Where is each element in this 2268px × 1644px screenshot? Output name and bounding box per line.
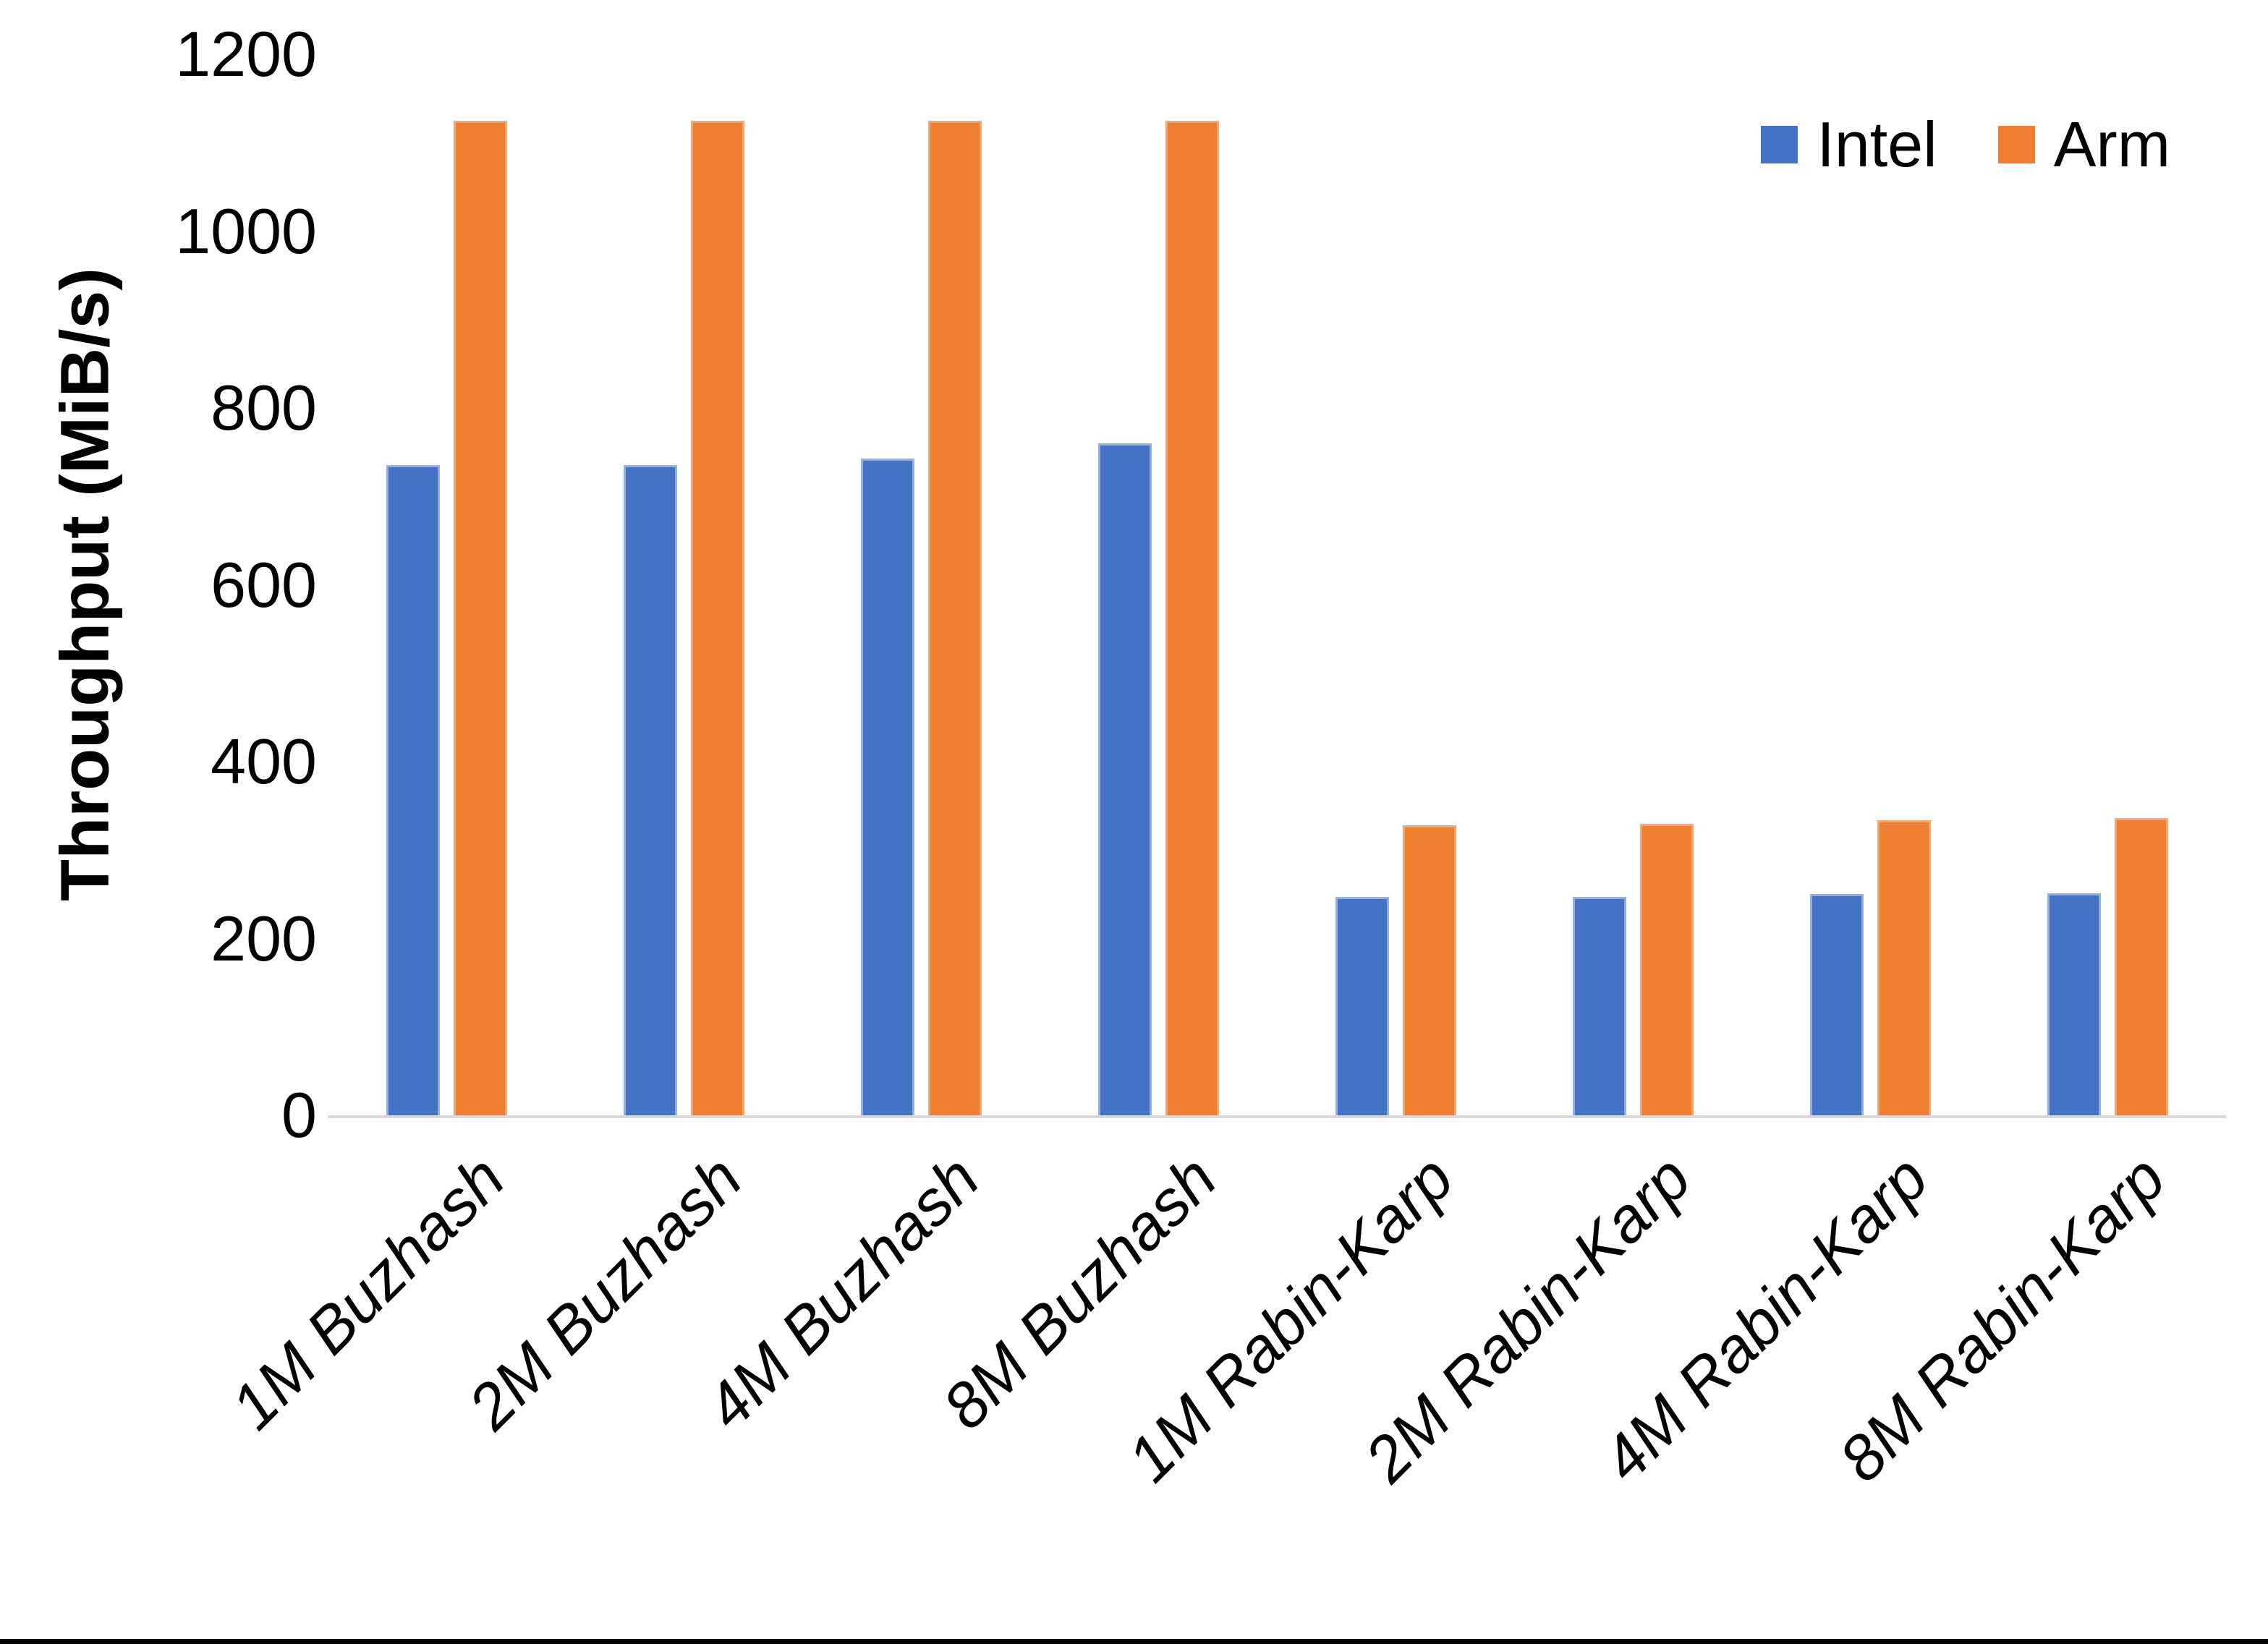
figure-bottom-edge xyxy=(0,1639,2268,1644)
bar-intel-8m-buzhash xyxy=(1097,443,1152,1115)
bar-intel-4m-buzhash xyxy=(860,458,914,1115)
y-tick-label-200: 200 xyxy=(211,902,317,974)
legend-label-arm: Arm xyxy=(2053,108,2170,180)
bar-intel-1m-rabin-karp xyxy=(1335,897,1389,1115)
legend-item-intel: Intel xyxy=(1761,113,1937,176)
y-tick-label-0: 0 xyxy=(281,1079,317,1151)
bar-arm-2m-rabin-karp xyxy=(1639,823,1694,1115)
bar-intel-1m-buzhash xyxy=(386,465,440,1115)
bar-arm-1m-rabin-karp xyxy=(1402,825,1456,1115)
legend: Intel Arm xyxy=(1761,113,2170,176)
bar-intel-2m-rabin-karp xyxy=(1572,897,1626,1115)
legend-item-arm: Arm xyxy=(1997,108,2170,180)
y-tick-label-800: 800 xyxy=(211,372,317,443)
y-tick-label-600: 600 xyxy=(211,548,317,621)
bar-arm-4m-rabin-karp xyxy=(1877,819,1931,1115)
bar-arm-8m-buzhash xyxy=(1165,120,1219,1115)
bar-arm-1m-buzhash xyxy=(453,120,507,1115)
bar-arm-4m-buzhash xyxy=(927,120,982,1115)
y-tick-label-400: 400 xyxy=(211,725,317,797)
bar-intel-8m-rabin-karp xyxy=(2047,893,2101,1115)
legend-label-intel: Intel xyxy=(1817,108,1937,180)
legend-swatch-arm xyxy=(1997,126,2035,163)
bar-arm-8m-rabin-karp xyxy=(2114,818,2168,1115)
bar-intel-4m-rabin-karp xyxy=(1809,894,1864,1115)
y-tick-label-1000: 1000 xyxy=(175,195,317,267)
legend-swatch-intel xyxy=(1761,126,1798,163)
x-axis-line xyxy=(328,1115,2226,1118)
y-tick-label-1200: 1200 xyxy=(175,18,317,90)
bar-intel-2m-buzhash xyxy=(623,465,677,1115)
bar-arm-2m-buzhash xyxy=(690,120,744,1115)
